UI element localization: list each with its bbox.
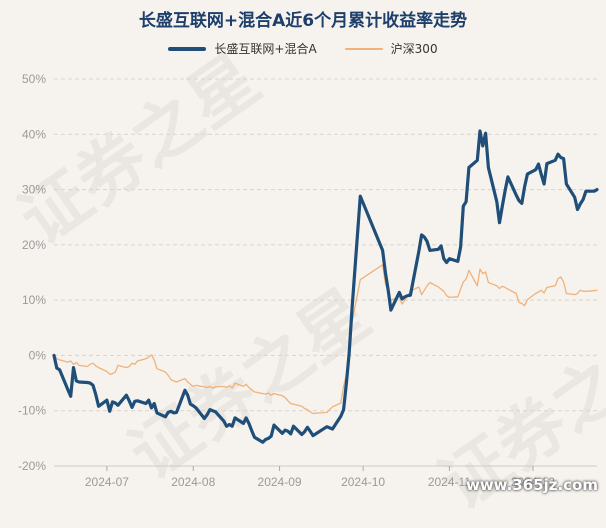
y-tick-label: -10% bbox=[18, 404, 46, 418]
x-tick-label: 2024-12 bbox=[511, 475, 555, 489]
legend: 长盛互联网+混合A 沪深300 bbox=[0, 40, 606, 57]
site-watermark: www.365jz.com bbox=[465, 476, 598, 494]
x-tick-label: 2024-07 bbox=[85, 475, 129, 489]
legend-label-hs300: 沪深300 bbox=[390, 42, 438, 56]
y-tick-label: 50% bbox=[22, 72, 46, 86]
y-tick-label: 0% bbox=[29, 348, 47, 362]
legend-swatch-hs300 bbox=[344, 47, 383, 50]
y-tick-label: 30% bbox=[22, 183, 46, 197]
legend-label-fund: 长盛互联网+混合A bbox=[214, 42, 317, 56]
chart-title: 长盛互联网+混合A近6个月累计收益率走势 bbox=[138, 11, 468, 31]
line-chart: -20% -10% 0% 10% 20% 30% 40% 50% 2024-07 2024-08 2… bbox=[18, 72, 599, 489]
y-tick-label: 40% bbox=[22, 127, 46, 141]
x-tick-label: 2024-11 bbox=[428, 475, 471, 489]
y-tick-label: 10% bbox=[22, 293, 46, 307]
legend-item-fund[interactable]: 长盛互联网+混合A bbox=[168, 40, 317, 57]
y-tick-label: 20% bbox=[22, 238, 46, 252]
x-tick-label: 2024-08 bbox=[171, 475, 215, 489]
series-line-hs300 bbox=[53, 264, 598, 415]
y-tick-label: -20% bbox=[18, 459, 46, 473]
legend-item-hs300[interactable]: 沪深300 bbox=[344, 40, 438, 57]
series-line-fund bbox=[52, 129, 599, 444]
x-tick-label: 2024-09 bbox=[258, 475, 302, 489]
x-tick-label: 2024-10 bbox=[341, 475, 385, 489]
legend-swatch-fund bbox=[168, 46, 207, 51]
